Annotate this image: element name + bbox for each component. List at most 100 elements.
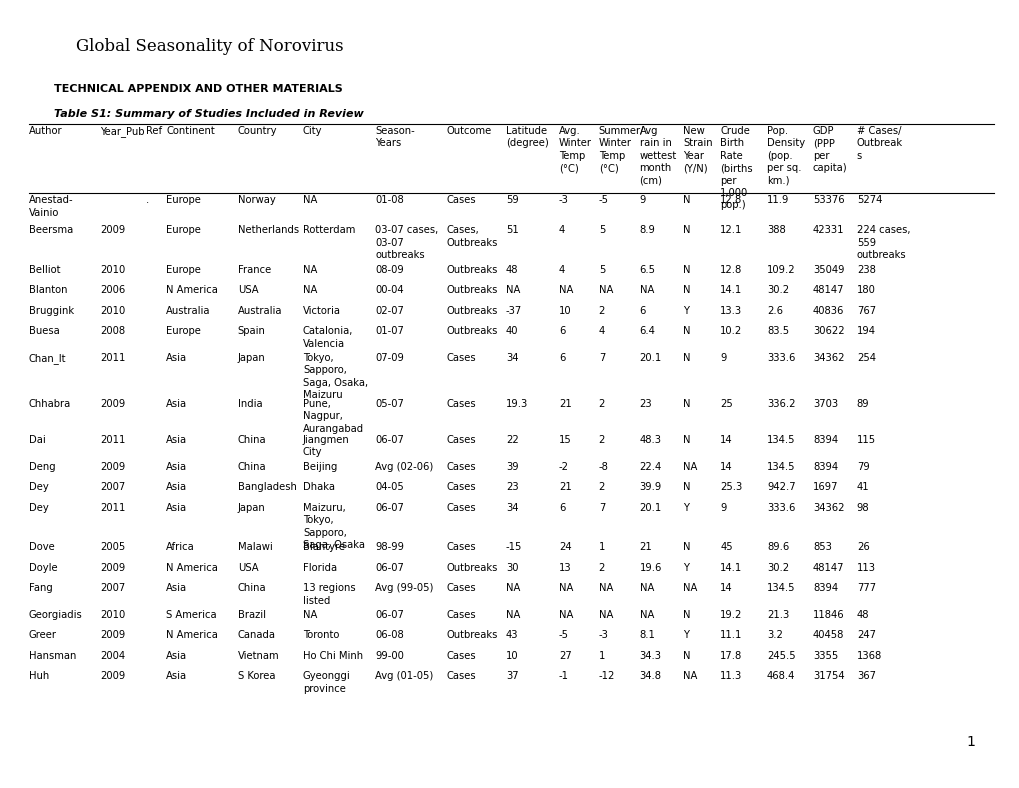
Text: Catalonia,
Valencia: Catalonia, Valencia (303, 326, 353, 348)
Text: 853: 853 (812, 542, 832, 552)
Text: Cases: Cases (446, 482, 476, 492)
Text: Asia: Asia (166, 671, 187, 682)
Text: Chhabra: Chhabra (29, 399, 70, 409)
Text: 194: 194 (856, 326, 875, 336)
Text: Author: Author (29, 126, 62, 136)
Text: 12.8: 12.8 (719, 195, 742, 206)
Text: NA: NA (683, 583, 697, 593)
Text: NA: NA (639, 583, 653, 593)
Text: NA: NA (303, 610, 317, 620)
Text: 48: 48 (856, 610, 868, 620)
Text: Toronto: Toronto (303, 630, 339, 641)
Text: 34: 34 (505, 503, 518, 513)
Text: NA: NA (558, 610, 573, 620)
Text: 59: 59 (505, 195, 519, 206)
Text: NA: NA (505, 610, 520, 620)
Text: Cases: Cases (446, 353, 476, 363)
Text: 12.1: 12.1 (719, 225, 742, 236)
Text: Outbreaks: Outbreaks (446, 265, 497, 275)
Text: Beersma: Beersma (29, 225, 72, 236)
Text: 134.5: 134.5 (766, 435, 795, 445)
Text: 7: 7 (598, 353, 604, 363)
Text: Summer/
Winter
Temp
(°C): Summer/ Winter Temp (°C) (598, 126, 644, 173)
Text: S America: S America (166, 610, 217, 620)
Text: Asia: Asia (166, 353, 187, 363)
Text: USA: USA (237, 285, 258, 296)
Text: 19.6: 19.6 (639, 563, 661, 573)
Text: N: N (683, 195, 690, 206)
Text: -5: -5 (558, 630, 569, 641)
Text: 2009: 2009 (100, 630, 125, 641)
Text: 00-04: 00-04 (375, 285, 404, 296)
Text: 13 regions
listed: 13 regions listed (303, 583, 356, 605)
Text: 11.9: 11.9 (766, 195, 789, 206)
Text: Outbreaks: Outbreaks (446, 285, 497, 296)
Text: 5: 5 (598, 225, 604, 236)
Text: # Cases/
Outbreak
s: # Cases/ Outbreak s (856, 126, 902, 161)
Text: 34.8: 34.8 (639, 671, 661, 682)
Text: 89.6: 89.6 (766, 542, 789, 552)
Text: Global Seasonality of Norovirus: Global Seasonality of Norovirus (76, 38, 343, 55)
Text: 21: 21 (558, 482, 572, 492)
Text: NA: NA (598, 285, 612, 296)
Text: N: N (683, 326, 690, 336)
Text: N: N (683, 265, 690, 275)
Text: Crude
Birth
Rate
(births
per
1,000
pop.): Crude Birth Rate (births per 1,000 pop.) (719, 126, 752, 210)
Text: 2009: 2009 (100, 225, 125, 236)
Text: Vietnam: Vietnam (237, 651, 279, 661)
Text: 51: 51 (505, 225, 519, 236)
Text: 19.3: 19.3 (505, 399, 528, 409)
Text: Blanton: Blanton (29, 285, 67, 296)
Text: Australia: Australia (166, 306, 211, 316)
Text: Australia: Australia (237, 306, 282, 316)
Text: Tokyo,
Sapporo,
Saga, Osaka,
Maizuru: Tokyo, Sapporo, Saga, Osaka, Maizuru (303, 353, 368, 400)
Text: 37: 37 (505, 671, 518, 682)
Text: Asia: Asia (166, 399, 187, 409)
Text: 40: 40 (505, 326, 518, 336)
Text: 367: 367 (856, 671, 875, 682)
Text: 1: 1 (598, 651, 604, 661)
Text: Cases: Cases (446, 671, 476, 682)
Text: 2011: 2011 (100, 435, 125, 445)
Text: N America: N America (166, 285, 218, 296)
Text: 20.1: 20.1 (639, 353, 661, 363)
Text: 25: 25 (719, 399, 732, 409)
Text: 17.8: 17.8 (719, 651, 742, 661)
Text: 2010: 2010 (100, 265, 125, 275)
Text: 2005: 2005 (100, 542, 125, 552)
Text: 42331: 42331 (812, 225, 844, 236)
Text: 336.2: 336.2 (766, 399, 795, 409)
Text: Pune,
Nagpur,
Aurangabad: Pune, Nagpur, Aurangabad (303, 399, 364, 433)
Text: 01-07: 01-07 (375, 326, 404, 336)
Text: Latitude
(degree): Latitude (degree) (505, 126, 548, 148)
Text: Cases: Cases (446, 435, 476, 445)
Text: Dey: Dey (29, 503, 48, 513)
Text: 24: 24 (558, 542, 571, 552)
Text: Japan: Japan (237, 353, 265, 363)
Text: 254: 254 (856, 353, 875, 363)
Text: Outcome: Outcome (446, 126, 491, 136)
Text: Brazil: Brazil (237, 610, 265, 620)
Text: 5274: 5274 (856, 195, 881, 206)
Text: 6.5: 6.5 (639, 265, 655, 275)
Text: 8394: 8394 (812, 462, 838, 472)
Text: Florida: Florida (303, 563, 336, 573)
Text: 113: 113 (856, 563, 875, 573)
Text: TECHNICAL APPENDIX AND OTHER MATERIALS: TECHNICAL APPENDIX AND OTHER MATERIALS (54, 84, 342, 95)
Text: 30: 30 (505, 563, 518, 573)
Text: NA: NA (598, 610, 612, 620)
Text: Country: Country (237, 126, 277, 136)
Text: Dey: Dey (29, 482, 48, 492)
Text: 48: 48 (505, 265, 518, 275)
Text: Y: Y (683, 306, 689, 316)
Text: Cases: Cases (446, 542, 476, 552)
Text: 245.5: 245.5 (766, 651, 795, 661)
Text: N: N (683, 482, 690, 492)
Text: 26: 26 (856, 542, 868, 552)
Text: Avg
rain in
wettest
month
(cm): Avg rain in wettest month (cm) (639, 126, 677, 186)
Text: Chan_It: Chan_It (29, 353, 66, 364)
Text: 8.1: 8.1 (639, 630, 655, 641)
Text: -8: -8 (598, 462, 608, 472)
Text: 14.1: 14.1 (719, 285, 742, 296)
Text: 06-07: 06-07 (375, 503, 404, 513)
